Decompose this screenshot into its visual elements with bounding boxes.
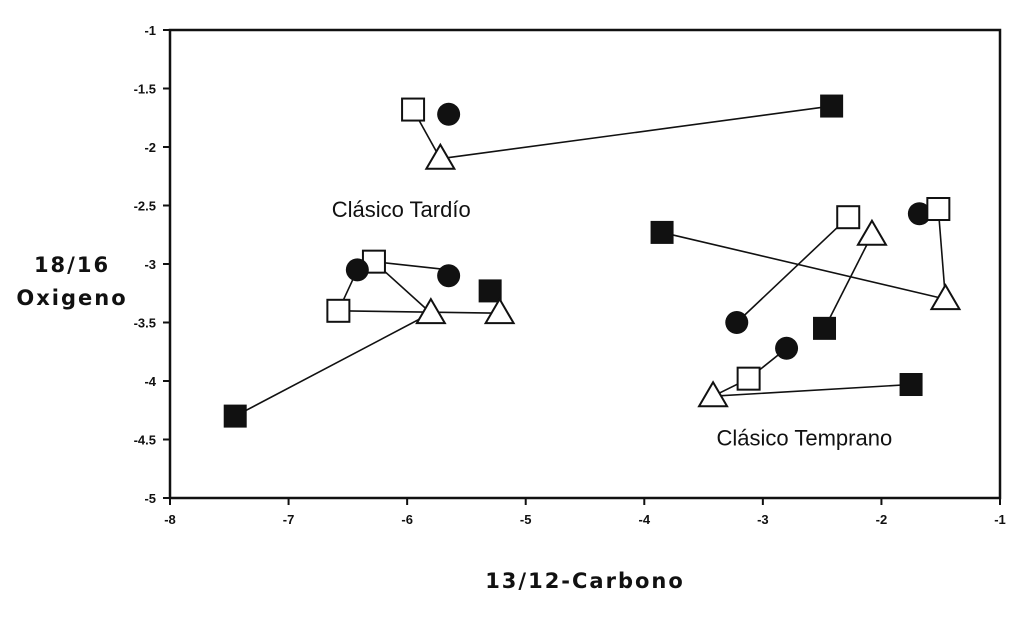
open-square-marker — [401, 97, 426, 122]
filled-square-marker — [478, 279, 502, 303]
x-axis-ticks: -8 -7 -6 -5 -4 -3 -2 -1 — [164, 498, 1006, 527]
y-tick-label: -4 — [144, 374, 156, 389]
connector-line — [234, 312, 432, 417]
filled-circle-marker — [775, 336, 799, 360]
open-square-marker — [736, 366, 761, 391]
y-axis-title-line-2: Oxigeno — [16, 286, 127, 310]
filled-circle-marker — [437, 264, 461, 288]
y-tick-label: -4.5 — [134, 433, 156, 448]
x-tick-label: -4 — [639, 512, 651, 527]
y-tick-label: -1.5 — [134, 82, 156, 97]
x-tick-label: -6 — [401, 512, 413, 527]
y-tick-label: -2.5 — [134, 199, 156, 214]
connector-line — [661, 231, 946, 300]
y-tick-label: -5 — [144, 491, 156, 506]
x-axis-title: 13/12-Carbono — [485, 569, 685, 593]
connector-line — [338, 310, 500, 314]
data-markers — [223, 94, 962, 428]
open-triangle-marker — [929, 283, 962, 311]
filled-circle-marker — [437, 102, 461, 126]
open-square-marker — [326, 298, 351, 323]
annotation-clasico-tardio: Clásico Tardío — [332, 197, 471, 222]
annotations: Clásico Tardío Clásico Temprano — [332, 197, 892, 450]
y-tick-label: -3 — [144, 257, 156, 272]
connector-line — [736, 216, 849, 324]
open-triangle-marker — [856, 218, 888, 246]
x-tick-label: -2 — [876, 512, 888, 527]
connector-line — [713, 383, 912, 398]
annotation-clasico-temprano: Clásico Temprano — [717, 425, 893, 450]
x-tick-label: -8 — [164, 512, 176, 527]
y-axis-ticks: -1 -1.5 -2 -2.5 -3 -3.5 -4 -4.5 -5 — [134, 23, 170, 506]
y-tick-label: -2 — [144, 140, 156, 155]
open-triangle-marker — [424, 142, 457, 170]
filled-circle-marker — [907, 202, 931, 226]
connector-line — [440, 105, 832, 160]
y-tick-label: -1 — [144, 23, 156, 38]
y-axis-title-line-1: 18/16 — [34, 253, 110, 277]
connector-lines — [234, 105, 947, 417]
filled-square-marker — [813, 316, 837, 340]
x-tick-label: -5 — [520, 512, 532, 527]
filled-square-marker — [223, 404, 247, 428]
connector-line — [823, 234, 873, 329]
x-tick-label: -7 — [283, 512, 295, 527]
y-tick-label: -3.5 — [134, 316, 156, 331]
filled-square-marker — [899, 373, 923, 397]
filled-square-marker — [820, 94, 844, 118]
open-square-marker — [926, 197, 951, 222]
filled-circle-marker — [345, 258, 369, 282]
connector-line — [373, 260, 449, 271]
open-triangle-marker — [697, 380, 729, 408]
x-tick-label: -1 — [994, 512, 1006, 527]
open-triangle-marker — [415, 297, 447, 325]
filled-square-marker — [650, 220, 674, 244]
connector-line — [937, 208, 947, 300]
x-tick-label: -3 — [757, 512, 769, 527]
open-square-marker — [836, 205, 861, 230]
filled-circle-marker — [725, 311, 749, 334]
open-triangle-marker — [483, 297, 516, 325]
